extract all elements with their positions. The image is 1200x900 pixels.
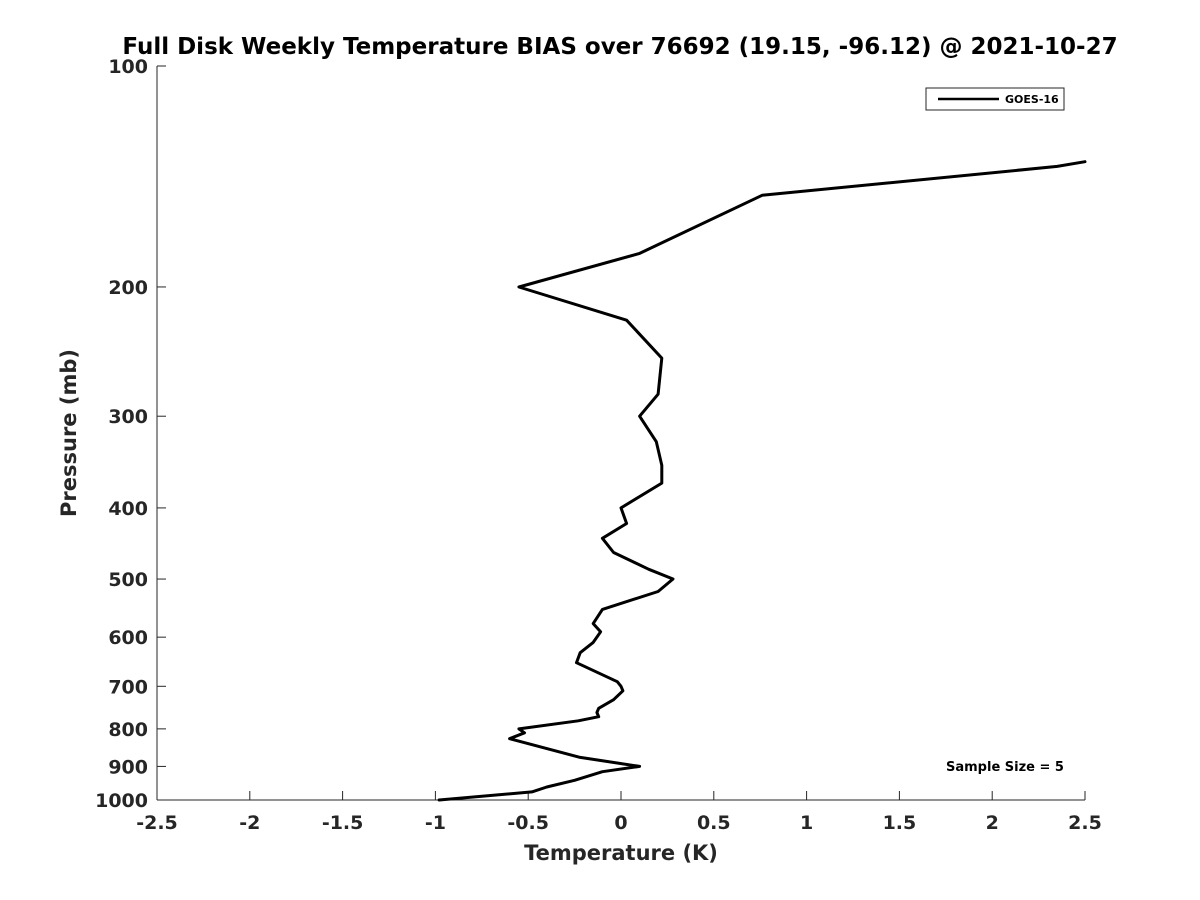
x-tick-label: -1.5 <box>322 812 364 834</box>
series-line-goes-16 <box>437 160 1087 802</box>
x-axis-label: Temperature (K) <box>524 841 718 865</box>
y-tick-label: 1000 <box>95 790 148 812</box>
legend: GOES-16 <box>925 87 1065 111</box>
series-layer <box>437 160 1087 802</box>
x-tick-label: -1 <box>425 812 446 834</box>
y-tick-label: 700 <box>108 676 148 698</box>
x-tick-label: 1 <box>800 812 813 834</box>
sample-size-annotation: Sample Size = 5 <box>946 760 1064 775</box>
y-tick-label: 200 <box>108 277 148 299</box>
x-tick-label: 2 <box>986 812 999 834</box>
y-tick-label: 400 <box>108 498 148 520</box>
x-tick-label: -0.5 <box>507 812 549 834</box>
y-tick-label: 500 <box>108 569 148 591</box>
x-axis-ticks: -2.5 -2 -1.5 -1 -0.5 0 0.5 1 1.5 2 2.5 <box>136 791 1102 834</box>
y-axis-label: Pressure (mb) <box>57 349 81 517</box>
x-tick-label: 0 <box>614 812 627 834</box>
x-tick-label: 2.5 <box>1068 812 1102 834</box>
y-tick-label: 100 <box>108 56 148 78</box>
y-tick-label: 300 <box>108 406 148 428</box>
x-tick-label: -2 <box>239 812 260 834</box>
y-tick-label: 600 <box>108 627 148 649</box>
y-axis-ticks: 100 200 300 400 500 600 700 800 900 1000 <box>95 56 166 812</box>
legend-entry-goes-16: GOES-16 <box>1005 93 1059 106</box>
x-tick-label: -2.5 <box>136 812 178 834</box>
chart-title: Full Disk Weekly Temperature BIAS over 7… <box>122 34 1117 60</box>
y-tick-label: 800 <box>108 719 148 741</box>
y-tick-label: 900 <box>108 756 148 778</box>
x-tick-label: 1.5 <box>883 812 917 834</box>
x-tick-label: 0.5 <box>697 812 731 834</box>
